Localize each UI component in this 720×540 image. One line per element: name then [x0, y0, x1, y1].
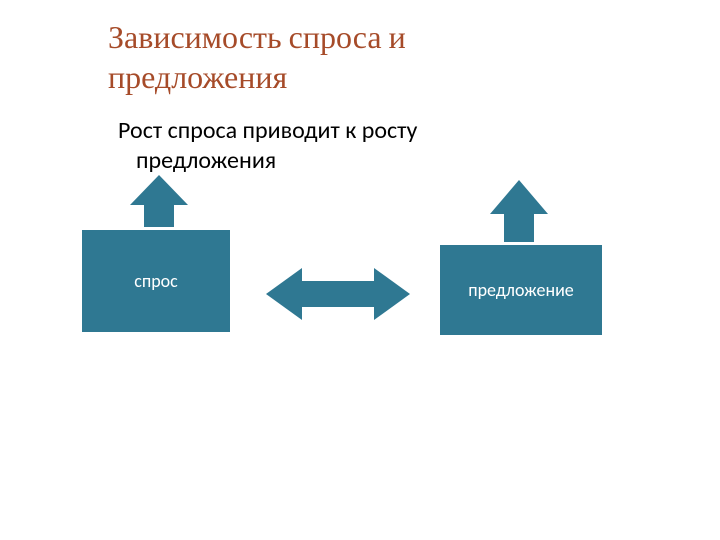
title-line2: предложения — [108, 58, 406, 98]
demand-box: спрос — [82, 230, 230, 332]
up-arrow-icon — [130, 175, 188, 227]
up-arrow-icon — [490, 180, 548, 242]
title-line1: Зависимость спроса и — [108, 18, 406, 58]
subtitle-line2: предложения — [118, 146, 417, 176]
demand-label: спрос — [134, 270, 178, 292]
slide-subtitle: Рост спроса приводит к росту предложения — [118, 116, 417, 176]
supply-box: предложение — [440, 245, 602, 335]
supply-label: предложение — [468, 279, 574, 301]
subtitle-line1: Рост спроса приводит к росту — [118, 116, 417, 146]
slide-title: Зависимость спроса и предложения — [108, 18, 406, 98]
double-arrow-icon — [266, 268, 410, 320]
